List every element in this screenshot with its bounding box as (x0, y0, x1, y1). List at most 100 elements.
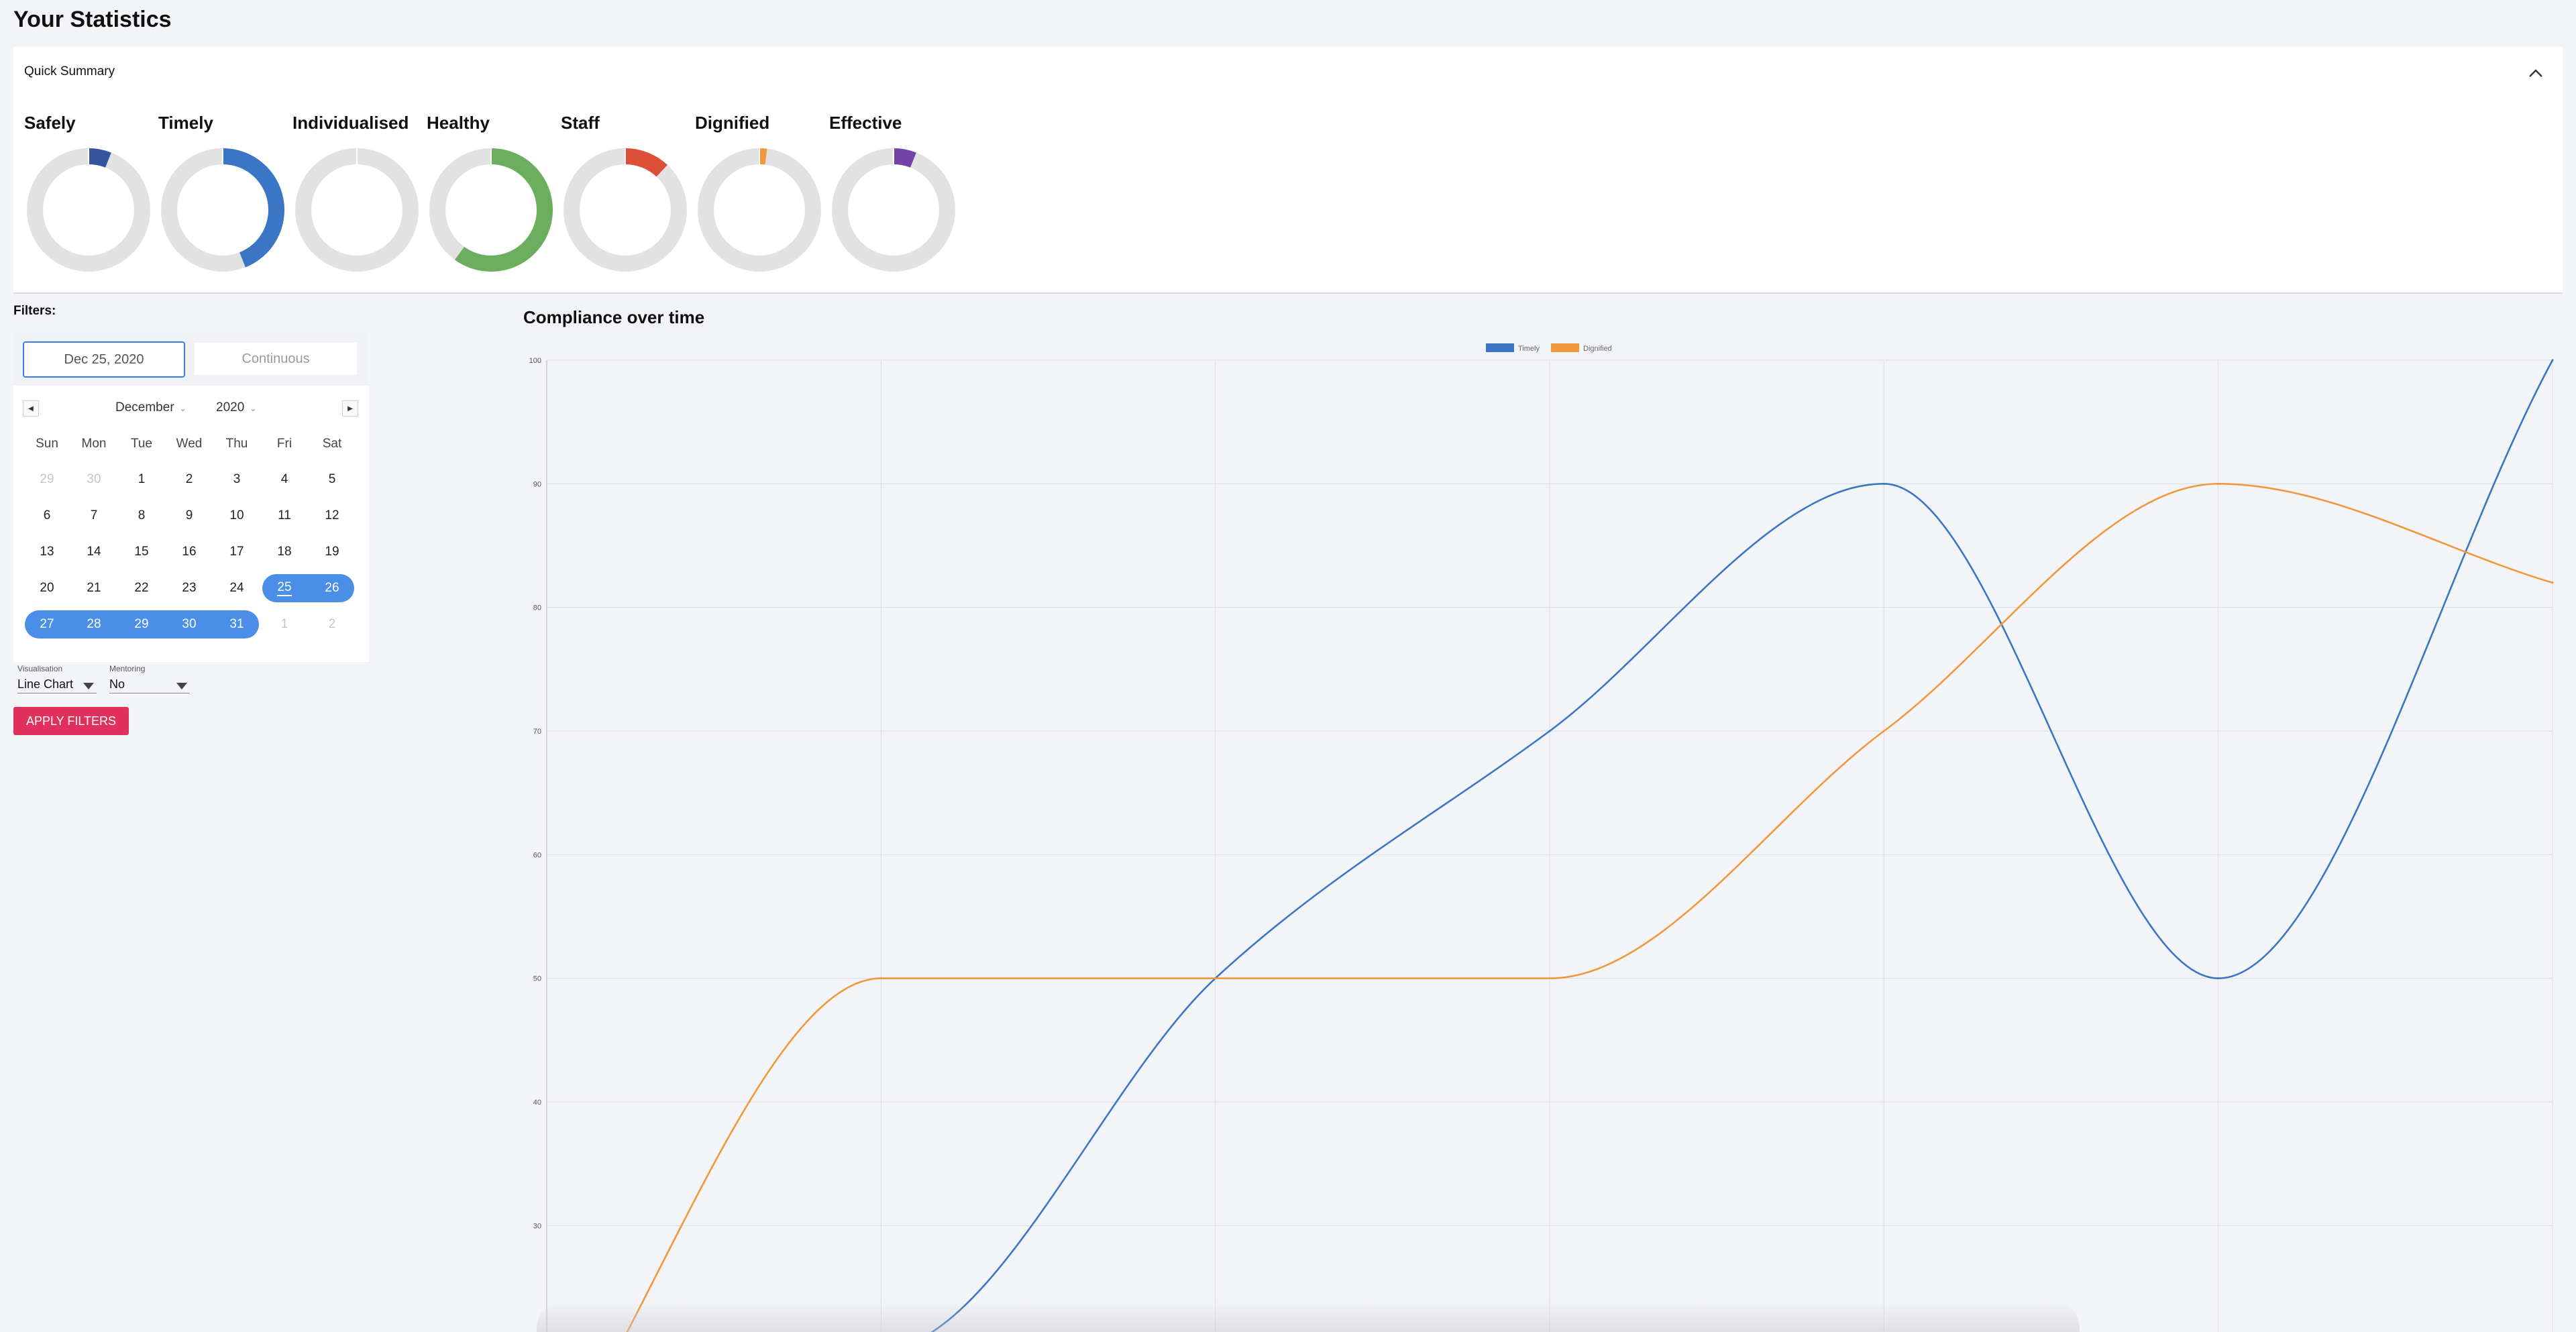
calendar-day[interactable]: 22 (118, 574, 165, 602)
donut-ring (295, 148, 419, 272)
chart-title: Compliance over time (523, 307, 705, 327)
month-label: December (115, 400, 174, 414)
end-date-input[interactable]: Continuous (195, 343, 357, 375)
data-point-dignified (1214, 977, 1217, 980)
calendar-day-number: 29 (40, 472, 54, 486)
calendar-day[interactable]: 3 (213, 465, 260, 494)
donut-ring (564, 148, 687, 272)
chevron-up-icon (2529, 69, 2542, 77)
calendar-day-number: 1 (138, 472, 146, 486)
donut-value-arc (222, 148, 284, 268)
data-point-timely (2217, 977, 2220, 980)
donut-value-arc (893, 148, 916, 168)
calendar-day-number: 31 (229, 617, 244, 631)
calendar-day[interactable]: 26 (309, 574, 356, 602)
calendar-day[interactable]: 29 (118, 610, 165, 639)
calendar-day-number: 28 (87, 617, 101, 631)
calendar-day-number: 5 (328, 472, 336, 486)
calendar-day[interactable]: 23 (166, 574, 213, 602)
calendar-day[interactable]: 11 (261, 502, 308, 530)
mentoring-select[interactable]: Mentoring No (109, 664, 190, 693)
donut-value-arc (88, 148, 111, 168)
date-range-inputs: Dec 25, 2020 Continuous (13, 333, 369, 386)
visualisation-select[interactable]: Visualisation Line Chart (17, 664, 97, 693)
legend-label: Dignified (1583, 345, 1612, 353)
donut-label: Timely (158, 113, 213, 133)
calendar-day[interactable]: 27 (23, 610, 70, 639)
calendar-day[interactable]: 7 (70, 502, 117, 530)
calendar-day[interactable]: 31 (213, 610, 260, 639)
calendar-day[interactable]: 18 (261, 538, 308, 566)
calendar-day[interactable]: 16 (166, 538, 213, 566)
calendar-day[interactable]: 15 (118, 538, 165, 566)
calendar-day[interactable]: 24 (213, 574, 260, 602)
donut-track (27, 148, 150, 272)
data-point-dignified (2217, 482, 2220, 485)
donut-value-arc (625, 148, 667, 177)
prev-month-button[interactable]: ◀ (23, 400, 39, 417)
calendar-day[interactable]: 5 (309, 465, 356, 494)
weekday-sat: Sat (322, 437, 342, 451)
mentoring-value[interactable]: No (109, 677, 190, 693)
data-point-timely (2551, 359, 2554, 362)
month-select[interactable]: December ⌄ (115, 400, 186, 415)
weekday-tue: Tue (130, 437, 153, 451)
calendar-day[interactable]: 13 (23, 538, 70, 566)
visualisation-value[interactable]: Line Chart (17, 677, 97, 693)
next-month-button[interactable]: ▶ (342, 400, 358, 417)
calendar-day[interactable]: 12 (309, 502, 356, 530)
apply-filters-button[interactable]: APPLY FILTERS (13, 707, 129, 735)
year-select[interactable]: 2020 ⌄ (216, 400, 256, 415)
bottom-shadow (537, 1301, 2080, 1332)
calendar-day[interactable]: 2 (166, 465, 213, 494)
donut-value-arc (759, 148, 767, 165)
calendar-day-number: 30 (87, 472, 101, 486)
donut-ring (832, 148, 955, 272)
calendar-day-number: 1 (280, 617, 288, 631)
start-date-input[interactable]: Dec 25, 2020 (23, 341, 185, 378)
calendar-day[interactable]: 17 (213, 538, 260, 566)
y-tick-label: 80 (533, 604, 541, 612)
calendar-day[interactable]: 29 (23, 465, 70, 494)
calendar-day-number: 3 (233, 472, 241, 486)
calendar-day[interactable]: 14 (70, 538, 117, 566)
calendar-day[interactable]: 25 (261, 574, 308, 602)
donut-label: Safely (24, 113, 76, 133)
calendar-day[interactable]: 1 (118, 465, 165, 494)
donut-label: Dignified (695, 113, 770, 133)
calendar-day-number: 21 (87, 581, 101, 595)
calendar-day[interactable]: 6 (23, 502, 70, 530)
donut-healthy: Healthy (427, 113, 561, 276)
calendar-day[interactable]: 30 (70, 465, 117, 494)
series-line-timely (930, 359, 2554, 1332)
dropdown-arrow-icon (83, 683, 94, 689)
calendar-day[interactable]: 28 (70, 610, 117, 639)
weekday-sun: Sun (36, 437, 58, 451)
calendar-day-number: 11 (278, 508, 291, 522)
calendar-day[interactable]: 2 (309, 610, 356, 639)
calendar-day-number: 15 (134, 545, 149, 559)
calendar-day-number: 2 (185, 472, 193, 486)
selected-range-highlight (25, 610, 259, 639)
y-tick-label: 100 (529, 357, 541, 365)
calendar-day[interactable]: 30 (166, 610, 213, 639)
calendar-day-number: 18 (277, 545, 292, 559)
calendar-day[interactable]: 4 (261, 465, 308, 494)
weekday-mon: Mon (81, 437, 107, 451)
calendar-day-number: 7 (90, 508, 98, 522)
calendar-day[interactable]: 1 (261, 610, 308, 639)
data-point-timely (1548, 730, 1551, 732)
chevron-down-icon: ⌄ (250, 404, 257, 413)
quick-summary-card: Quick Summary Safely Timely Individualised… (13, 47, 2563, 294)
donut-ring (698, 148, 821, 272)
collapse-summary-button[interactable] (2522, 60, 2549, 87)
donut-timely: Timely (158, 113, 292, 276)
calendar-day[interactable]: 9 (166, 502, 213, 530)
calendar-day[interactable]: 8 (118, 502, 165, 530)
calendar-day[interactable]: 10 (213, 502, 260, 530)
calendar-day[interactable]: 21 (70, 574, 117, 602)
calendar-day[interactable]: 19 (309, 538, 356, 566)
calendar-day[interactable]: 20 (23, 574, 70, 602)
data-point-dignified (879, 977, 882, 980)
mentoring-value-text: No (109, 677, 125, 691)
